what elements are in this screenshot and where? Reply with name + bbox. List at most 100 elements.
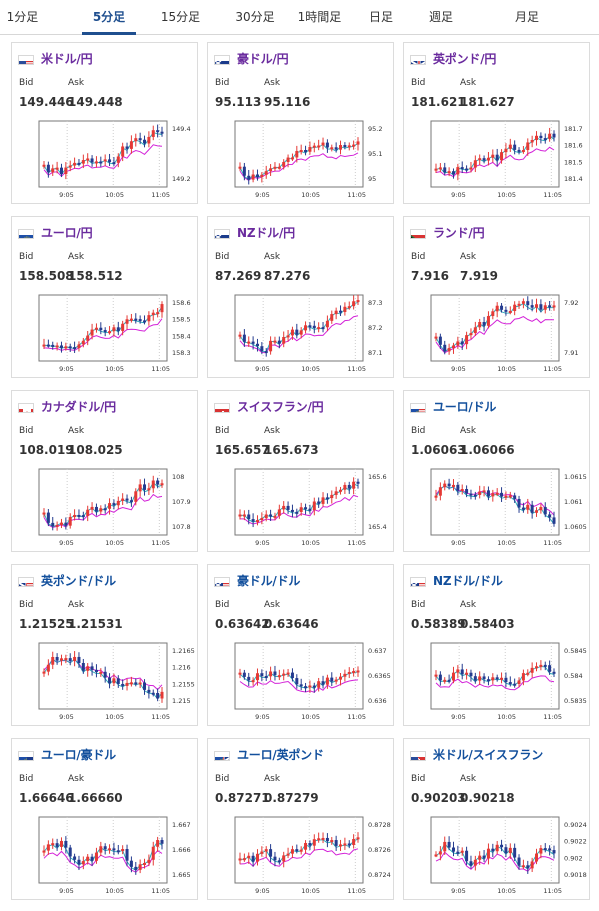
candle-body <box>347 672 351 675</box>
tab-timeframe[interactable]: 週足 <box>428 10 453 24</box>
candle-body <box>513 304 517 311</box>
ask-price: 149.448 <box>68 95 123 109</box>
currency-pair-link[interactable]: 豪ドル/ドル <box>237 574 301 588</box>
candle-body <box>299 507 303 512</box>
currency-pair-link[interactable]: ユーロ/円 <box>41 226 93 240</box>
tab-timeframe[interactable]: 日足 <box>368 10 393 24</box>
mini-chart[interactable]: 1.667 1.666 1.665 9:05 10:05 11:05 <box>12 809 197 895</box>
currency-card[interactable]: ランド/円 Bid Ask 7.916 7.919 7.92 7.91 9:05 10:05 11… <box>403 216 590 378</box>
x-tick-label: 9:05 <box>451 191 466 199</box>
candle-body <box>238 672 242 675</box>
currency-card[interactable]: ユーロ/英ポンド Bid Ask 0.87271 0.87279 0.8728 0.8726… <box>207 738 394 900</box>
candle-body <box>94 852 98 861</box>
currency-pair-link[interactable]: スイスフラン/円 <box>237 400 324 414</box>
candle-body <box>317 501 321 504</box>
tab-timeframe[interactable]: 月足 <box>514 10 539 24</box>
candle-body <box>438 851 442 855</box>
currency-card[interactable]: カナダドル/円 Bid Ask 108.019 108.025 108 107.9 107.8… <box>11 390 198 552</box>
x-tick-label: 11:05 <box>347 191 366 199</box>
mini-chart[interactable]: 0.9024 0.9022 0.902 0.9018 9:05 10:05 11:05 <box>404 809 589 895</box>
tab-timeframe[interactable]: 1時間足 <box>297 10 342 24</box>
mini-chart[interactable]: 108 107.9 107.8 9:05 10:05 11:05 <box>12 461 197 547</box>
candle-body <box>134 138 138 142</box>
currency-pair-link[interactable]: 英ポンド/円 <box>433 52 497 66</box>
y-tick-label: 1.665 <box>172 871 191 879</box>
currency-flag-icon <box>214 55 230 65</box>
currency-card[interactable]: ユーロ/豪ドル Bid Ask 1.66646 1.66660 1.667 1.666 1.6… <box>11 738 198 900</box>
candle-body <box>64 840 68 848</box>
currency-pair-link[interactable]: ランド/円 <box>433 226 485 240</box>
mini-chart[interactable]: 149.4 149.2 9:05 10:05 11:05 <box>12 113 197 199</box>
mini-chart[interactable]: 1.0615 1.061 1.0605 9:05 10:05 11:05 <box>404 461 589 547</box>
mini-chart[interactable]: 1.2165 1.216 1.2155 1.215 9:05 10:05 11:05 <box>12 635 197 721</box>
candle-body <box>247 676 251 681</box>
ask-price: 0.63646 <box>264 617 319 631</box>
candle-body <box>460 850 464 853</box>
x-tick-label: 11:05 <box>543 191 562 199</box>
currency-card[interactable]: 豪ドル/円 Bid Ask 95.113 95.116 95.2 95.1 95 9:05 10:… <box>207 42 394 204</box>
y-tick-label: 0.902 <box>564 854 583 862</box>
ask-price: 158.512 <box>68 269 123 283</box>
currency-pair-link[interactable]: ユーロ/豪ドル <box>41 748 116 762</box>
currency-card[interactable]: ユーロ/ドル Bid Ask 1.06063 1.06066 1.0615 1.061 1.0… <box>403 390 590 552</box>
moving-average-short <box>43 658 163 700</box>
candle-body <box>312 145 316 148</box>
candle-body <box>321 142 325 146</box>
candle-body <box>543 664 547 667</box>
currency-card[interactable]: 英ポンド/ドル Bid Ask 1.21525 1.21531 1.2165 1.216 1.… <box>11 564 198 726</box>
mini-chart[interactable]: 0.637 0.6365 0.636 9:05 10:05 11:05 <box>208 635 393 721</box>
mini-chart[interactable]: 165.6 165.4 9:05 10:05 11:05 <box>208 461 393 547</box>
candle-body <box>260 346 264 352</box>
currency-pair-link[interactable]: NZドル/ドル <box>433 574 503 588</box>
candle-body <box>255 174 259 178</box>
mini-chart[interactable]: 0.5845 0.584 0.5835 9:05 10:05 11:05 <box>404 635 589 721</box>
currency-card[interactable]: 英ポンド/円 Bid Ask 181.621 181.627 181.7 181.6 181.… <box>403 42 590 204</box>
tab-timeframe[interactable]: 15分足 <box>160 10 201 24</box>
currency-pair-link[interactable]: ユーロ/英ポンド <box>237 748 324 762</box>
candle-body <box>77 656 81 664</box>
candle-body <box>508 847 512 854</box>
currency-pair-link[interactable]: カナダドル/円 <box>41 400 116 414</box>
candle-body <box>526 142 530 151</box>
currency-pair-link[interactable]: 豪ドル/円 <box>237 52 289 66</box>
mini-chart[interactable]: 158.6 158.5 158.4 158.3 9:05 10:05 11:05 <box>12 287 197 373</box>
currency-pair-link[interactable]: 米ドル/スイスフラン <box>433 748 544 762</box>
tab-timeframe[interactable]: 1分足 <box>6 10 39 24</box>
y-tick-label: 107.9 <box>172 498 191 506</box>
candle-body <box>521 865 525 868</box>
candle-body <box>451 345 455 349</box>
currency-pair-link[interactable]: 英ポンド/ドル <box>41 574 116 588</box>
ask-label: Ask <box>460 252 477 262</box>
candle-body <box>68 517 72 526</box>
candle-body <box>277 860 281 863</box>
candle-body <box>77 859 81 865</box>
candle-body <box>290 157 294 160</box>
candle-body <box>334 491 338 495</box>
currency-pair-link[interactable]: ユーロ/ドル <box>433 400 497 414</box>
mini-chart[interactable]: 87.3 87.2 87.1 9:05 10:05 11:05 <box>208 287 393 373</box>
currency-card[interactable]: スイスフラン/円 Bid Ask 165.657 165.673 165.6 165.4 9:… <box>207 390 394 552</box>
mini-chart[interactable]: 181.7 181.6 181.5 181.4 9:05 10:05 11:05 <box>404 113 589 199</box>
tab-timeframe[interactable]: 30分足 <box>235 10 275 24</box>
candle-body <box>295 511 299 514</box>
candle-body <box>290 509 294 512</box>
tab-timeframe[interactable]: 5分足 <box>82 0 136 35</box>
mini-chart[interactable]: 7.92 7.91 9:05 10:05 11:05 <box>404 287 589 373</box>
ask-label: Ask <box>460 426 477 436</box>
moving-average-long <box>43 144 163 178</box>
candle-body <box>112 503 116 506</box>
currency-pair-link[interactable]: 米ドル/円 <box>41 52 93 66</box>
currency-flag-icon <box>18 229 34 239</box>
currency-card[interactable]: 米ドル/円 Bid Ask 149.446 149.448 149.4 149.2 9:05 1… <box>11 42 198 204</box>
currency-card[interactable]: 豪ドル/ドル Bid Ask 0.63642 0.63646 0.637 0.6365 0.6… <box>207 564 394 726</box>
candle-body <box>125 146 129 149</box>
currency-card[interactable]: ユーロ/円 Bid Ask 158.508 158.512 158.6 158.5 158.4… <box>11 216 198 378</box>
currency-card[interactable]: 米ドル/スイスフラン Bid Ask 0.90203 0.90218 0.9024 0.90… <box>403 738 590 900</box>
mini-chart[interactable]: 95.2 95.1 95 9:05 10:05 11:05 <box>208 113 393 199</box>
mini-chart[interactable]: 0.8728 0.8726 0.8724 9:05 10:05 11:05 <box>208 809 393 895</box>
x-tick-label: 11:05 <box>543 713 562 721</box>
currency-card[interactable]: NZドル/円 Bid Ask 87.269 87.276 87.3 87.2 87.1 9:05… <box>207 216 394 378</box>
currency-card[interactable]: NZドル/ドル Bid Ask 0.58389 0.58403 0.5845 0.584 0.… <box>403 564 590 726</box>
candle-body <box>42 512 46 515</box>
currency-pair-link[interactable]: NZドル/円 <box>237 226 295 240</box>
